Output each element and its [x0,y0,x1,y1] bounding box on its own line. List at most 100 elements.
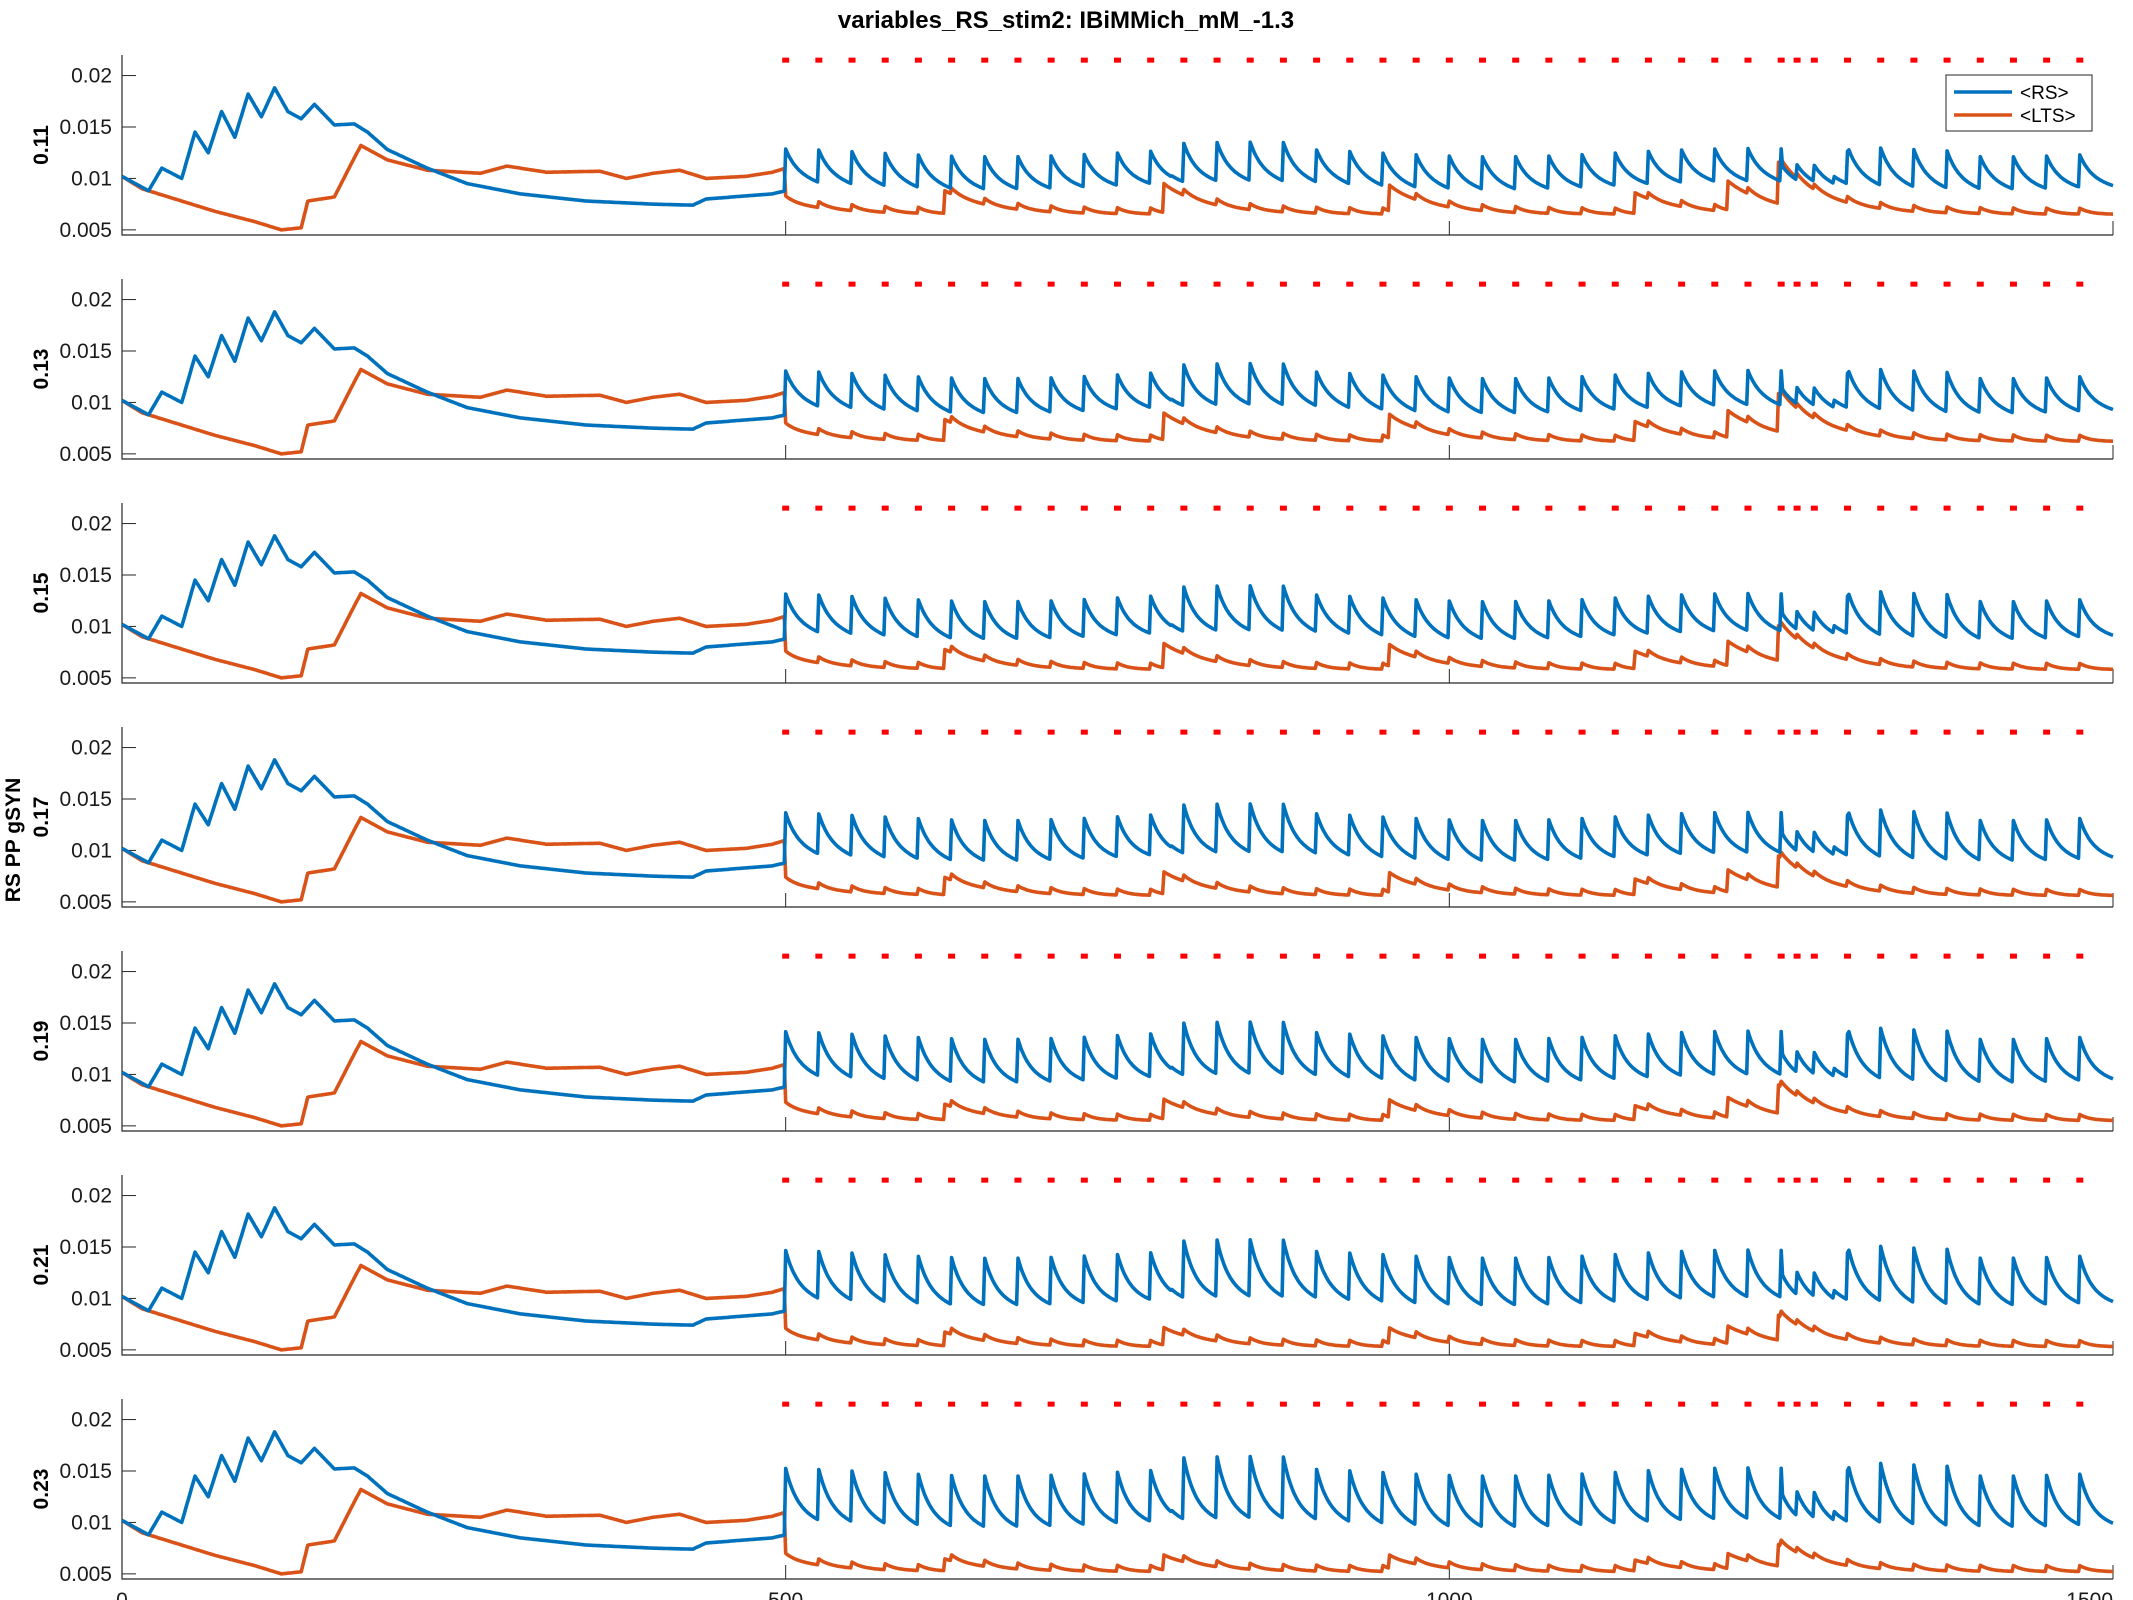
stim-pulse-marker [2043,953,2051,959]
stim-pulse-marker [1678,57,1686,63]
y-tick-label: 0.02 [71,513,112,536]
legend-label-rs: <RS> [2020,83,2069,104]
stim-pulse-marker [1379,505,1387,511]
stim-pulse-marker [1147,953,1155,959]
y-tick-label: 0.005 [59,891,112,914]
stim-pulse-marker [1346,1177,1354,1183]
stim-pulse-marker [1346,505,1354,511]
stim-pulse-marker [914,505,922,511]
stim-pulse-marker [848,505,856,511]
stim-pulse-marker [1793,505,1801,511]
stim-pulse-marker [948,505,956,511]
stim-pulse-marker [1080,281,1088,287]
stim-pulse-marker [1047,729,1055,735]
stim-pulse-marker [1578,729,1586,735]
stim-pulse-marker [1611,281,1619,287]
y-tick-label: 0.015 [59,788,112,811]
stim-pulse-marker [1512,729,1520,735]
stim-pulse-marker [1246,1177,1254,1183]
stim-pulse-marker [1943,729,1951,735]
stim-pulse-marker [914,1177,922,1183]
stim-pulse-marker [1180,57,1188,63]
stim-pulse-marker [1711,729,1719,735]
stim-pulse-marker [1545,57,1553,63]
stim-pulse-marker [1014,1177,1022,1183]
stim-pulse-marker [1479,1401,1487,1407]
stim-pulse-marker [1014,729,1022,735]
x-tick-label: 1000 [1426,1589,1473,1600]
stim-pulse-marker [1412,505,1420,511]
stim-pulse-marker [815,281,823,287]
subplot-0.11: 0.02 0.015 0.01 0.005 0.11 [30,55,2114,242]
stim-pulse-marker [1744,1401,1752,1407]
subplot-label: 0.11 [30,125,53,165]
subplot-0.21: 0.02 0.015 0.01 0.005 0.21 [30,1175,2114,1362]
stim-pulse-marker [1246,57,1254,63]
stim-pulse-marker [1777,953,1785,959]
stim-pulse-marker [1793,1177,1801,1183]
axis-frame [121,503,2113,684]
stim-pulse-marker [815,953,823,959]
stim-pulse-marker [1512,57,1520,63]
stim-pulse-marker [1246,953,1254,959]
stim-pulse-marker [1412,1401,1420,1407]
subplot-0.13: 0.02 0.015 0.01 0.005 0.13 [30,279,2114,466]
stim-pulse-marker [1445,57,1453,63]
stim-pulse-marker [1844,505,1852,511]
subplot-grid: 0.02 0.015 0.01 0.005 0.11 0.02 0.015 0.01 0.005… [30,55,2114,1586]
stim-pulse-marker [914,281,922,287]
stim-pulse-marker [1412,1177,1420,1183]
stim-pulse-marker [1147,729,1155,735]
stim-pulse-marker [881,953,889,959]
stim-pulse-marker [914,1401,922,1407]
stim-pulse-marker [1479,57,1487,63]
stim-pulse-marker [1744,57,1752,63]
stim-pulse-marker [1943,281,1951,287]
stim-pulse-marker [1793,729,1801,735]
y-tick-label: 0.005 [59,667,112,690]
stim-pulse-marker [2076,729,2084,735]
stim-pulse-marker [1844,953,1852,959]
stim-pulse-marker [981,1401,989,1407]
series-line-lts [121,1263,2114,1352]
y-tick-label: 0.005 [59,443,112,466]
stim-pulse-marker [1047,1401,1055,1407]
stim-pulse-marker [1047,57,1055,63]
stim-pulse-marker [1976,953,1984,959]
stim-pulse-marker [948,729,956,735]
stim-pulse-marker [914,953,922,959]
series-line-lts [121,1487,2114,1576]
stim-pulse-marker [1545,281,1553,287]
stim-pulse-marker [2076,953,2084,959]
stim-pulse-marker [1793,281,1801,287]
stim-pulse-marker [948,1401,956,1407]
stim-pulse-marker [1479,1177,1487,1183]
y-tick-label: 0.015 [59,1012,112,1035]
stim-pulse-marker [1545,1401,1553,1407]
stim-pulse-marker [1678,505,1686,511]
stim-pulse-marker [1014,57,1022,63]
series-line-rs [121,86,2114,207]
y-tick-label: 0.02 [71,961,112,984]
subplot-0.17: 0.02 0.015 0.01 0.005 0.17 [30,727,2114,914]
subplot-label: 0.13 [30,349,53,390]
stim-pulse-marker [1445,281,1453,287]
stim-pulse-marker [1379,1177,1387,1183]
stim-pulse-marker [948,1177,956,1183]
stim-pulse-marker [981,1177,989,1183]
stim-pulse-marker [1976,57,1984,63]
stim-pulse-marker [1445,1177,1453,1183]
stim-pulse-marker [1279,1177,1287,1183]
stim-pulse-marker [1793,953,1801,959]
stim-pulse-marker [1744,1177,1752,1183]
stim-pulse-marker [1047,505,1055,511]
stim-pulse-marker [1147,505,1155,511]
stim-pulse-marker [1810,953,1818,959]
stim-pulse-marker [2043,1177,2051,1183]
stim-pulse-marker [1014,505,1022,511]
stim-pulse-marker [1678,1401,1686,1407]
stim-pulse-marker [1777,57,1785,63]
stim-pulse-marker [1976,1177,1984,1183]
stim-pulse-marker [1578,953,1586,959]
y-tick-label: 0.02 [71,289,112,312]
